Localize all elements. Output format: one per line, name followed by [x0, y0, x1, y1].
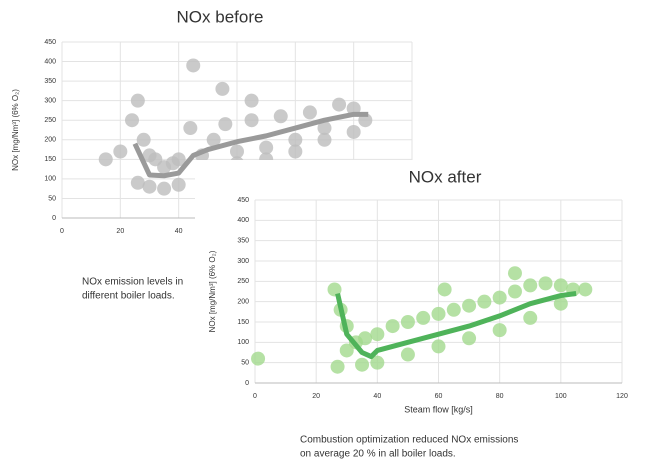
caption: different boiler loads.: [82, 291, 175, 302]
y-tick-label: 50: [48, 195, 56, 202]
point: [157, 181, 172, 196]
caption: NOx emission levels in: [82, 277, 183, 288]
y-tick-label: 200: [44, 137, 56, 144]
point: [462, 331, 477, 346]
point: [355, 357, 370, 372]
point: [492, 290, 507, 305]
point: [125, 113, 139, 128]
x-tick-label: 100: [555, 393, 567, 400]
point: [431, 306, 446, 321]
point: [339, 343, 354, 358]
point: [206, 132, 221, 147]
point: [446, 302, 461, 317]
point: [98, 152, 113, 167]
x-tick-label: 20: [116, 228, 124, 235]
x-tick-label: 60: [435, 393, 443, 400]
y-tick-label: 50: [241, 360, 249, 367]
point: [136, 132, 151, 147]
y-tick-label: 450: [44, 39, 56, 46]
point: [273, 109, 288, 124]
y-tick-label: 200: [237, 299, 249, 306]
point: [416, 310, 431, 325]
x-tick-label: 40: [373, 393, 381, 400]
point: [113, 144, 128, 159]
y-tick-label: 250: [44, 117, 56, 124]
trend-line: [335, 291, 577, 360]
point: [130, 175, 145, 190]
point: [400, 347, 415, 362]
point: [330, 359, 345, 374]
y-tick-label: 150: [237, 319, 249, 326]
point: [186, 58, 201, 73]
point: [370, 355, 385, 370]
y-tick-label: 300: [237, 258, 249, 265]
point: [317, 121, 332, 136]
y-tick-label: 350: [237, 238, 249, 245]
point: [462, 298, 477, 313]
point: [317, 132, 332, 147]
point: [327, 282, 342, 297]
y-tick-label: 100: [44, 176, 56, 183]
chart-title: NOx after: [409, 167, 482, 186]
y-tick-label: 0: [52, 215, 56, 222]
point: [370, 327, 385, 342]
point: [346, 124, 361, 139]
y-tick-label: 100: [237, 339, 249, 346]
point: [171, 177, 186, 192]
point: [523, 310, 538, 325]
x-axis-label: Steam flow [kg/s]: [404, 404, 473, 414]
y-tick-label: 400: [44, 58, 56, 65]
y-tick-label: 350: [44, 78, 56, 85]
point: [553, 296, 568, 311]
point: [218, 117, 233, 132]
x-tick-label: 20: [312, 393, 320, 400]
point: [259, 140, 274, 155]
y-tick-label: 150: [44, 156, 56, 163]
point: [171, 152, 186, 167]
y-tick-label: 450: [237, 197, 249, 204]
point: [578, 282, 593, 297]
point: [477, 294, 492, 309]
point: [251, 351, 266, 366]
point: [215, 81, 230, 96]
x-tick-label: 0: [60, 228, 64, 235]
point: [431, 339, 446, 354]
point: [332, 97, 347, 112]
trend-line: [132, 111, 369, 179]
point: [230, 144, 244, 159]
y-axis-label: NOx [mg/Nm³] (6% O₂): [11, 89, 20, 171]
point: [507, 266, 522, 281]
caption: on average 20 % in all boiler loads.: [300, 449, 456, 460]
point: [183, 121, 198, 136]
point: [130, 93, 145, 108]
x-tick-label: 120: [616, 393, 628, 400]
y-tick-label: 400: [237, 217, 249, 224]
y-tick-label: 300: [44, 98, 56, 105]
x-tick-label: 80: [496, 393, 504, 400]
point: [400, 315, 415, 329]
caption: Combustion optimization reduced NOx emis…: [300, 435, 518, 446]
point: [358, 331, 373, 346]
point: [437, 282, 452, 297]
point: [244, 93, 259, 108]
point: [492, 323, 507, 338]
y-axis-label: NOx [mg/Nm³] (6% O₂): [208, 250, 217, 332]
y-tick-label: 250: [237, 278, 249, 285]
point: [288, 144, 303, 159]
y-tick-label: 0: [245, 380, 249, 387]
point: [142, 179, 157, 194]
point: [538, 276, 553, 291]
point: [288, 132, 303, 147]
x-tick-label: 0: [253, 393, 257, 400]
point: [385, 319, 400, 334]
point: [302, 105, 317, 120]
chart-title: NOx before: [177, 7, 264, 26]
point: [553, 278, 568, 293]
point: [523, 278, 538, 293]
point: [244, 113, 259, 128]
x-tick-label: 40: [175, 228, 183, 235]
point: [507, 284, 522, 299]
